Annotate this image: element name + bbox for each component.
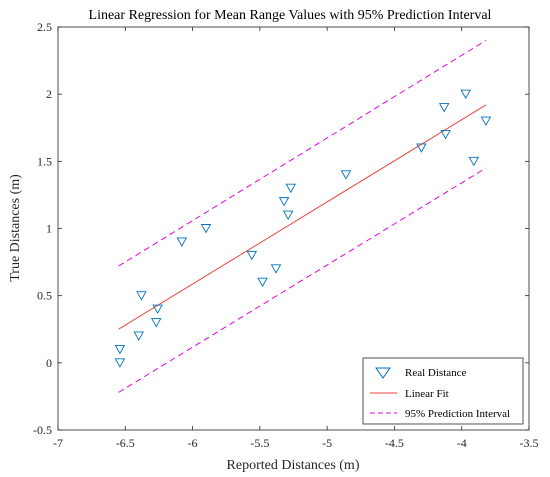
data-point-marker — [438, 103, 450, 113]
x-tick-label: -4.5 — [385, 436, 404, 450]
axis-ticks: -7 -6.5 -6 -5.5 -5 -4.5 -4 -3.5 -0.5 0 0.5 1 1.5 2 2.5 — [33, 20, 539, 450]
data-point-marker — [340, 170, 352, 180]
legend-label-linear-fit: Linear Fit — [405, 388, 449, 400]
data-point-marker — [246, 250, 258, 261]
x-tick-label: -6 — [188, 436, 198, 450]
data-point-marker — [150, 318, 162, 328]
prediction-interval-line — [118, 167, 487, 393]
data-point-marker — [468, 156, 480, 167]
data-point-marker — [278, 197, 290, 207]
data-point-marker — [133, 331, 145, 341]
x-tick-label: -5 — [322, 436, 332, 450]
x-tick-label: -3.5 — [520, 436, 539, 450]
data-point-marker — [460, 89, 472, 100]
y-tick-label: 2.5 — [37, 20, 52, 34]
fit-lines — [118, 40, 487, 393]
data-point-marker — [270, 264, 282, 274]
data-point-marker — [416, 143, 427, 153]
legend-label-real-distance: Real Distance — [405, 367, 467, 379]
data-markers — [114, 89, 492, 368]
x-tick-label: -4 — [457, 436, 467, 450]
y-tick-label: 0 — [46, 356, 52, 370]
data-point-marker — [114, 344, 126, 355]
legend-marker-real-distance — [375, 367, 391, 379]
y-tick-label: -0.5 — [33, 423, 52, 437]
data-point-marker — [152, 304, 163, 315]
y-tick-label: 1.5 — [37, 154, 52, 168]
y-tick-label: 2 — [46, 87, 52, 101]
y-axis-title: True Distances (m) — [8, 174, 23, 282]
data-point-marker — [440, 130, 451, 140]
linear-fit-line — [118, 104, 487, 330]
data-point-marker — [257, 277, 268, 288]
data-point-marker — [176, 237, 188, 247]
data-point-marker — [480, 116, 492, 126]
y-tick-label: 0.5 — [37, 289, 52, 303]
chart-title: Linear Regression for Mean Range Values … — [89, 8, 492, 23]
x-tick-label: -6.5 — [116, 436, 135, 450]
data-point-marker — [200, 224, 212, 234]
legend-label-prediction-interval: 95% Prediction Interval — [405, 408, 510, 420]
prediction-interval-line — [118, 40, 487, 267]
data-point-marker — [285, 183, 297, 194]
x-tick-label: -7 — [53, 436, 63, 450]
legend: Real Distance Linear Fit 95% Prediction … — [362, 357, 524, 425]
x-axis-title: Reported Distances (m) — [227, 458, 360, 473]
data-point-marker — [282, 210, 294, 220]
x-tick-label: -5.5 — [250, 436, 269, 450]
data-point-marker — [114, 358, 126, 368]
y-tick-label: 1 — [46, 222, 52, 236]
data-point-marker — [136, 291, 147, 301]
